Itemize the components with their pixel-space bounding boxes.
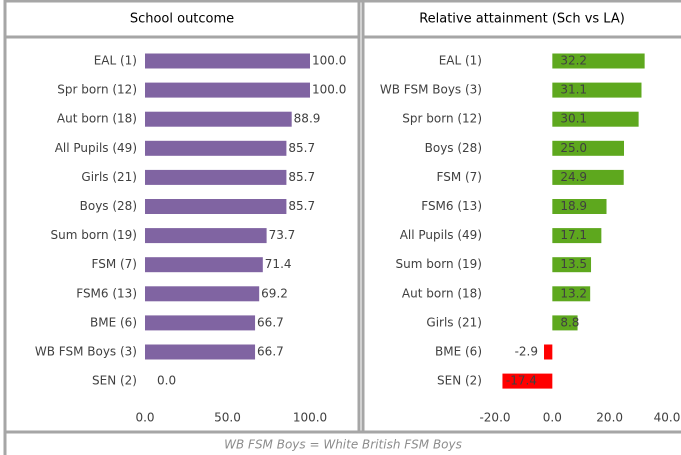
value-label: 88.9	[294, 112, 321, 126]
value-label: 69.2	[261, 286, 288, 300]
bar	[552, 82, 642, 98]
category-label: FSM (7)	[437, 170, 482, 184]
value-label: 85.7	[288, 141, 315, 155]
bar	[145, 315, 256, 331]
category-label: All Pupils (49)	[400, 228, 482, 242]
bar	[552, 111, 639, 127]
value-label: 100.0	[312, 83, 346, 97]
category-label: EAL (1)	[439, 54, 482, 68]
bar	[552, 53, 645, 69]
panel-title: School outcome	[130, 12, 234, 27]
category-label: FSM6 (13)	[76, 286, 137, 300]
value-label: 32.2	[560, 54, 587, 68]
bar	[145, 53, 310, 69]
value-label: 31.1	[560, 83, 587, 97]
x-tick-label: 0.0	[543, 411, 562, 425]
value-label: -2.9	[515, 345, 538, 359]
bar	[544, 344, 553, 360]
bar	[552, 286, 591, 302]
category-label: FSM6 (13)	[421, 199, 482, 213]
category-label: WB FSM Boys (3)	[380, 83, 482, 97]
category-label: Aut born (18)	[402, 286, 482, 300]
bar	[145, 257, 263, 273]
bar	[145, 111, 292, 127]
value-label: 0.0	[157, 374, 176, 388]
bar	[552, 199, 607, 214]
value-label: 17.1	[560, 228, 587, 242]
value-label: 85.7	[288, 199, 315, 213]
category-label: EAL (1)	[94, 54, 137, 68]
x-tick-label: 40.0	[654, 411, 681, 425]
bar	[145, 169, 287, 185]
value-label: 18.9	[560, 199, 587, 213]
bar	[145, 199, 287, 214]
category-label: Girls (21)	[81, 170, 137, 184]
value-label: 25.0	[560, 141, 587, 155]
category-label: Boys (28)	[425, 141, 482, 155]
category-label: Spr born (12)	[402, 112, 482, 126]
category-label: SEN (2)	[437, 374, 482, 388]
footnote: WB FSM Boys = White British FSM Boys	[224, 438, 462, 452]
x-tick-label: 0.0	[135, 411, 154, 425]
category-label: Aut born (18)	[57, 112, 137, 126]
value-label: 13.5	[560, 257, 587, 271]
bar	[145, 286, 260, 302]
bar	[145, 344, 256, 360]
frame	[3, 0, 681, 455]
category-label: BME (6)	[90, 315, 137, 329]
x-tick-label: 100.0	[293, 411, 327, 425]
value-label: 30.1	[560, 112, 587, 126]
value-label: 66.7	[257, 315, 284, 329]
bar	[552, 315, 578, 331]
value-label: 73.7	[269, 228, 296, 242]
x-tick-label: 50.0	[214, 411, 241, 425]
bar	[145, 228, 267, 244]
bar	[145, 140, 287, 156]
bar	[145, 82, 310, 98]
value-label: 66.7	[257, 345, 284, 359]
bar	[552, 140, 624, 156]
value-label: 100.0	[312, 54, 346, 68]
category-label: FSM (7)	[92, 257, 137, 271]
x-tick-label: -20.0	[479, 411, 510, 425]
value-label: 24.9	[560, 170, 587, 184]
x-tick-label: 20.0	[596, 411, 623, 425]
category-label: Girls (21)	[426, 315, 482, 329]
value-label: -17.4	[506, 374, 537, 388]
category-label: All Pupils (49)	[55, 141, 137, 155]
panel-title: Relative attainment (Sch vs LA)	[419, 12, 625, 27]
value-label: 85.7	[288, 170, 315, 184]
category-label: WB FSM Boys (3)	[35, 345, 137, 359]
category-label: BME (6)	[435, 345, 482, 359]
category-label: Spr born (12)	[57, 83, 137, 97]
category-label: SEN (2)	[92, 374, 137, 388]
bar	[552, 228, 602, 244]
value-label: 71.4	[265, 257, 292, 271]
value-label: 13.2	[560, 286, 587, 300]
value-label: 8.8	[560, 315, 579, 329]
category-label: Sum born (19)	[51, 228, 137, 242]
bar	[552, 169, 624, 185]
category-label: Sum born (19)	[396, 257, 482, 271]
category-label: Boys (28)	[80, 199, 137, 213]
bar	[552, 257, 592, 273]
bar	[502, 373, 553, 389]
